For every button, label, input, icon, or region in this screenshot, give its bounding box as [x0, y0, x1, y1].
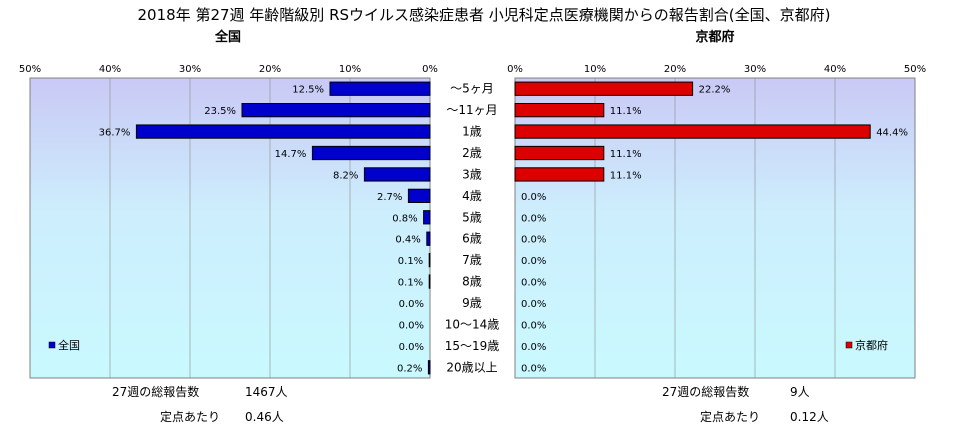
- national-tick-label: 40%: [99, 64, 121, 75]
- kyoto-axis-ticks: 0% 10% 20% 30% 40% 50%: [507, 64, 926, 75]
- kyoto-data-label: 0.0%: [521, 342, 546, 353]
- national-tick-label: 30%: [179, 64, 201, 75]
- age-category-label: 15～19歳: [445, 339, 500, 353]
- national-subtitle: 全国: [214, 29, 241, 45]
- kyoto-bar: [514, 124, 871, 139]
- national-data-label: 36.7%: [99, 128, 131, 139]
- kyoto-legend: 京都府: [845, 338, 888, 352]
- age-category-label: 4歳: [462, 189, 482, 203]
- kyoto-bar: [514, 103, 605, 118]
- kyoto-tick-label: 10%: [584, 64, 606, 75]
- kyoto-data-label: 44.4%: [876, 128, 908, 139]
- national-bar: [426, 231, 431, 246]
- national-tick-label: 20%: [259, 64, 281, 75]
- kyoto-bar: [514, 145, 605, 161]
- kyoto-data-label: 0.0%: [521, 235, 546, 246]
- national-legend-swatch: [48, 341, 56, 349]
- national-bar: [363, 167, 431, 182]
- kyoto-per-label: 定点あたり: [700, 409, 760, 424]
- kyoto-data-label: 0.0%: [521, 363, 546, 374]
- kyoto-data-label: 0.0%: [521, 278, 546, 289]
- national-data-label: 12.5%: [292, 85, 324, 96]
- national-data-label: 0.1%: [398, 256, 423, 267]
- kyoto-bar: [514, 81, 694, 96]
- national-data-label: 23.5%: [204, 106, 236, 117]
- kyoto-data-label: 0.0%: [521, 320, 546, 331]
- chart-title: 2018年 第27週 年齢階級別 RSウイルス感染症患者 小児科定点医療機関から…: [138, 6, 831, 24]
- national-bar: [329, 81, 431, 96]
- kyoto-total-label: 27週の総報告数: [662, 384, 749, 399]
- age-category-label: 20歳以上: [446, 360, 497, 374]
- national-legend: 全国: [48, 338, 80, 352]
- kyoto-data-label: 11.1%: [610, 170, 642, 181]
- kyoto-tick-label: 20%: [664, 64, 686, 75]
- national-bar: [407, 188, 431, 203]
- national-data-label: 0.8%: [392, 213, 417, 224]
- national-data-label: 8.2%: [333, 170, 358, 181]
- national-data-label: 14.7%: [275, 149, 307, 160]
- national-legend-label: 全国: [58, 338, 80, 352]
- national-data-label: 0.1%: [398, 278, 423, 289]
- national-bar: [241, 103, 431, 118]
- national-tick-label: 10%: [339, 64, 361, 75]
- national-bars: 12.5% 23.5% 36.7% 14.7% 8.2% 2.7% 0.8% 0.4% 0.1%…: [99, 81, 431, 375]
- kyoto-data-label: 0.0%: [521, 213, 546, 224]
- age-category-label: 8歳: [462, 275, 482, 289]
- kyoto-tick-label: 0%: [507, 64, 523, 75]
- kyoto-data-label: 22.2%: [699, 85, 731, 96]
- age-category-label: ～5ヶ月: [450, 82, 494, 96]
- kyoto-bars: 22.2% 11.1% 44.4% 11.1% 11.1% 0.0% 0.0% 0.0% 0.0…: [514, 81, 908, 374]
- kyoto-tick-label: 30%: [744, 64, 766, 75]
- national-axis-ticks: 50% 40% 30% 20% 10% 0%: [19, 64, 438, 75]
- national-per-label: 定点あたり: [160, 409, 220, 424]
- kyoto-subtitle: 京都府: [695, 29, 734, 45]
- kyoto-bar: [514, 167, 605, 182]
- age-category-label: ～11ヶ月: [446, 103, 497, 117]
- national-bar: [428, 274, 431, 289]
- national-bar: [311, 145, 431, 161]
- national-bar: [423, 210, 431, 225]
- national-tick-label: 50%: [19, 64, 41, 75]
- age-category-label: 5歳: [462, 210, 482, 224]
- kyoto-legend-label: 京都府: [855, 338, 888, 352]
- kyoto-data-label: 0.0%: [521, 192, 546, 203]
- national-bar: [427, 360, 431, 375]
- national-per-value: 0.46人: [245, 410, 284, 424]
- age-category-label: 10～14歳: [445, 317, 500, 331]
- national-plot-area: [29, 77, 431, 379]
- national-data-label: 0.0%: [399, 320, 424, 331]
- age-category-label: 7歳: [462, 253, 482, 267]
- kyoto-data-label: 0.0%: [521, 299, 546, 310]
- kyoto-data-label: 11.1%: [610, 106, 642, 117]
- age-category-label: 6歳: [462, 232, 482, 246]
- national-data-label: 0.0%: [399, 342, 424, 353]
- national-data-label: 0.4%: [395, 235, 420, 246]
- national-data-label: 0.2%: [397, 363, 422, 374]
- national-data-label: 2.7%: [377, 192, 402, 203]
- age-category-label: 9歳: [462, 296, 482, 310]
- national-tick-label: 0%: [422, 64, 438, 75]
- national-total-value: 1467人: [245, 385, 288, 399]
- age-category-label: 1歳: [462, 125, 482, 139]
- age-category-label: 3歳: [462, 167, 482, 181]
- kyoto-total-value: 9人: [790, 385, 810, 399]
- national-bar: [135, 124, 431, 139]
- national-data-label: 0.0%: [399, 299, 424, 310]
- kyoto-per-value: 0.12人: [790, 410, 829, 424]
- age-category-labels: ～5ヶ月 ～11ヶ月 1歳 2歳 3歳 4歳 5歳 6歳 7歳 8歳 9歳 10～14歳 15～19歳 2…: [445, 82, 500, 375]
- kyoto-tick-label: 40%: [824, 64, 846, 75]
- kyoto-data-label: 11.1%: [610, 149, 642, 160]
- age-category-label: 2歳: [462, 146, 482, 160]
- national-bar: [428, 253, 431, 268]
- kyoto-plot-area: [514, 77, 916, 379]
- kyoto-data-label: 0.0%: [521, 256, 546, 267]
- kyoto-tick-label: 50%: [904, 64, 926, 75]
- kyoto-legend-swatch: [845, 341, 853, 349]
- national-total-label: 27週の総報告数: [112, 384, 199, 399]
